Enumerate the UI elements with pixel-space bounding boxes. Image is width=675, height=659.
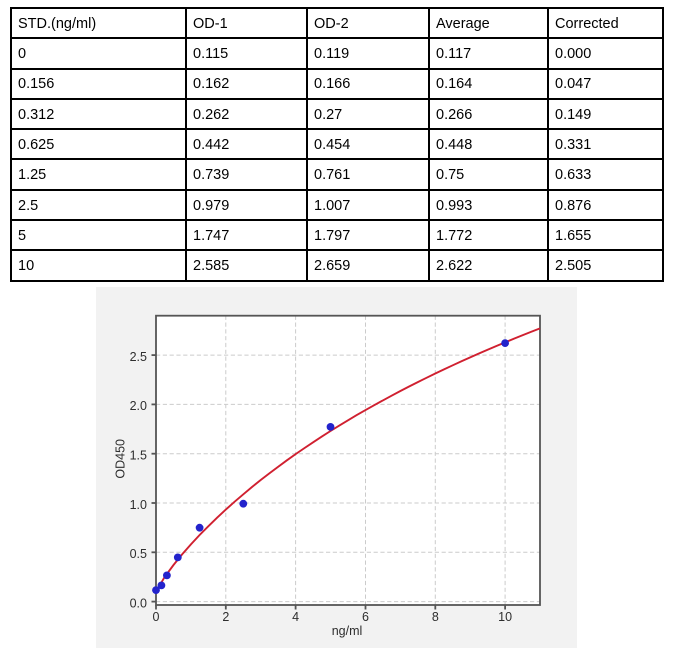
svg-text:2.0: 2.0 bbox=[130, 399, 147, 413]
svg-text:4: 4 bbox=[292, 610, 299, 624]
svg-text:8: 8 bbox=[432, 610, 439, 624]
svg-text:0: 0 bbox=[153, 610, 160, 624]
svg-text:1.0: 1.0 bbox=[130, 498, 147, 512]
svg-text:2: 2 bbox=[222, 610, 229, 624]
svg-text:1.5: 1.5 bbox=[130, 449, 147, 463]
svg-text:0.0: 0.0 bbox=[130, 597, 147, 611]
svg-text:10: 10 bbox=[498, 610, 512, 624]
svg-text:0.5: 0.5 bbox=[130, 547, 147, 561]
svg-text:ng/ml: ng/ml bbox=[332, 624, 363, 638]
svg-text:6: 6 bbox=[362, 610, 369, 624]
svg-text:OD450: OD450 bbox=[113, 439, 127, 479]
svg-text:2.5: 2.5 bbox=[130, 350, 147, 364]
